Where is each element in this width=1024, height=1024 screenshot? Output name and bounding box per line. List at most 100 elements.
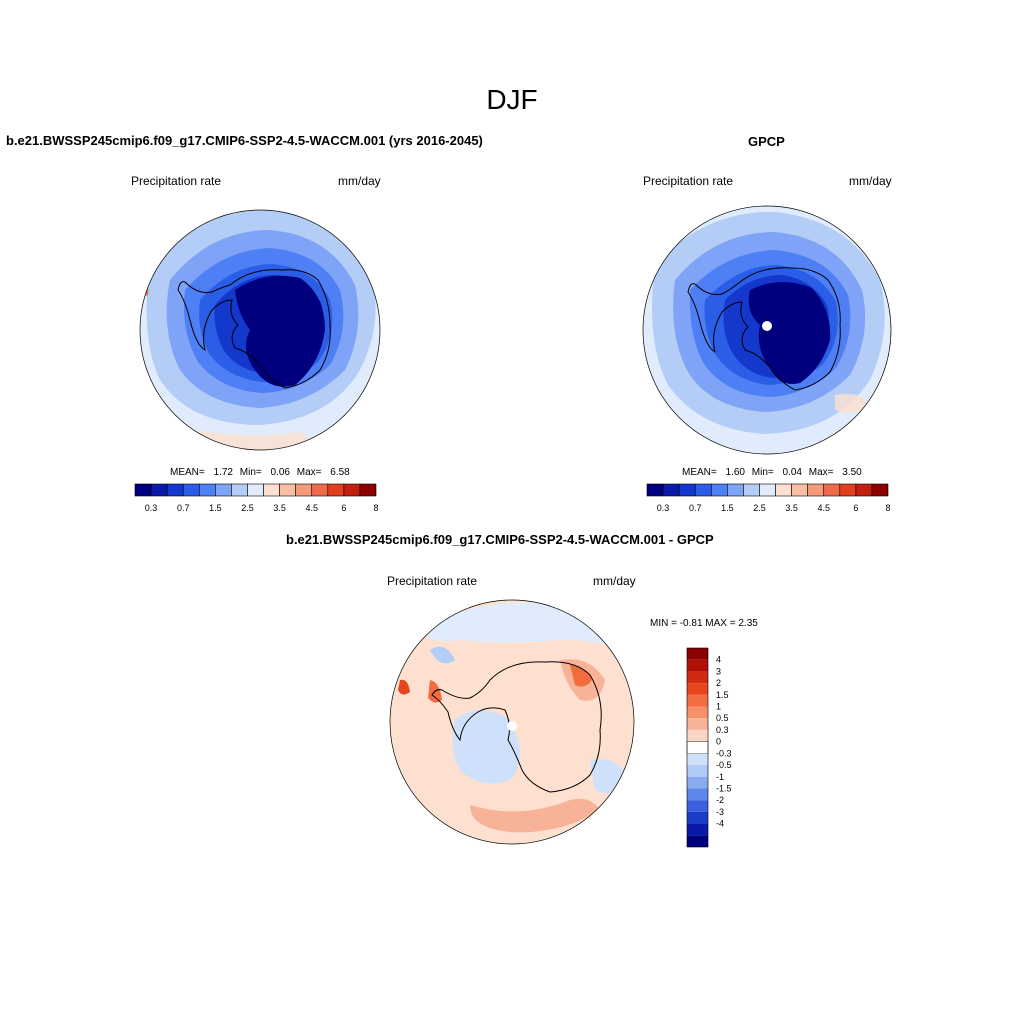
- colorbar-tick-label: -3: [716, 807, 724, 817]
- model-mean-value: 1.72: [213, 467, 233, 478]
- colorbar-box: [791, 483, 808, 497]
- colorbar-box: [687, 753, 708, 766]
- diff-colorbar: 43 2 1.5 10.5 0.3 0-0.3 -0.5 -1-1.5 -2 -3 -4: [686, 647, 732, 848]
- colorbar-box: [855, 483, 873, 497]
- colorbar-box: [710, 483, 728, 497]
- colorbar-tick-label: 0.7: [689, 503, 702, 513]
- diff-variable-label: Precipitation rate: [387, 574, 478, 588]
- colorbar-box: [263, 483, 280, 497]
- model-stats: MEAN= 1.72 Min= 0.06 Max= 6.58: [170, 467, 350, 478]
- colorbar-box: [182, 483, 200, 497]
- colorbar-tick-label: 4.5: [305, 503, 318, 513]
- colorbar-box: [247, 483, 264, 497]
- colorbar-box: [687, 683, 708, 695]
- colorbar-frame: [686, 647, 709, 848]
- obs-panel-title: GPCP: [748, 134, 785, 149]
- colorbar-box: [687, 671, 708, 684]
- model-map-boundary: [139, 209, 381, 451]
- colorbar-tick-label: 0: [716, 737, 721, 747]
- diff-units-label: mm/day: [593, 574, 636, 588]
- colorbar-box: [743, 483, 760, 497]
- colorbar-box: [646, 483, 664, 497]
- colorbar-box: [759, 483, 776, 497]
- colorbar-box: [687, 729, 708, 742]
- colorbar-box: [327, 483, 345, 497]
- colorbar-tick-label: 0.7: [177, 503, 190, 513]
- colorbar-tick-label: 3.5: [273, 503, 286, 513]
- obs-pole-hole: [762, 321, 772, 331]
- colorbar-box: [295, 483, 313, 497]
- colorbar-box: [687, 800, 708, 812]
- colorbar-tick-label: 4: [716, 655, 721, 665]
- colorbar-tick-label: 1.5: [721, 503, 734, 513]
- colorbar-box: [807, 483, 825, 497]
- colorbar-box: [871, 483, 889, 497]
- obs-variable-label: Precipitation rate: [643, 174, 734, 188]
- colorbar-tick-label: -2: [716, 795, 724, 805]
- colorbar-box: [727, 483, 744, 497]
- obs-mean-value: 1.60: [725, 467, 745, 478]
- colorbar-box: [686, 741, 709, 754]
- colorbar-tick-label: 3.5: [785, 503, 798, 513]
- model-max-label: Max=: [296, 467, 322, 478]
- obs-min-value: 0.04: [782, 467, 802, 478]
- colorbar-tick-label: 1.5: [716, 690, 729, 700]
- colorbar-tick-label: 8: [373, 503, 378, 513]
- model-map: [140, 210, 380, 450]
- obs-max-value: 3.50: [842, 467, 862, 478]
- colorbar-box: [687, 648, 708, 660]
- model-coastline: [177, 269, 331, 389]
- colorbar-box: [279, 483, 296, 497]
- colorbar-box: [694, 483, 712, 497]
- colorbar-box: [687, 765, 708, 777]
- obs-map-boundary: [642, 205, 892, 455]
- colorbar-tick-label: 6: [341, 503, 346, 513]
- colorbar-tick-label: 8: [885, 503, 890, 513]
- colorbar-tick-label: -0.3: [716, 748, 732, 758]
- colorbar-tick-label: 0.3: [657, 503, 670, 513]
- obs-mean-label: MEAN=: [682, 467, 717, 478]
- colorbar-box: [839, 483, 857, 497]
- model-mean-label: MEAN=: [170, 467, 205, 478]
- colorbar-tick-label: 0.5: [716, 713, 729, 723]
- colorbar-box: [687, 835, 708, 847]
- colorbar-box: [775, 483, 792, 497]
- colorbar-box: [687, 706, 708, 719]
- model-colorbar: 0.3 0.7 1.5 2.5 3.5 4.5 6 8: [134, 483, 379, 513]
- colorbar-box: [150, 483, 168, 497]
- colorbar-box: [687, 694, 708, 707]
- obs-coastline: [687, 267, 841, 391]
- obs-min-label: Min=: [751, 467, 774, 478]
- colorbar-tick-label: 3: [716, 666, 721, 676]
- colorbar-tick-label: 0.3: [716, 725, 729, 735]
- colorbar-box: [687, 776, 708, 789]
- colorbar-box: [166, 483, 184, 497]
- colorbar-tick-label: 2.5: [753, 503, 766, 513]
- colorbar-box: [687, 718, 708, 730]
- diff-panel-title: b.e21.BWSSP245cmip6.f09_g17.CMIP6-SSP2-4…: [286, 532, 714, 547]
- model-units-label: mm/day: [338, 174, 381, 188]
- colorbar-tick-label: 4.5: [817, 503, 830, 513]
- colorbar-box: [359, 483, 377, 497]
- model-max-value: 6.58: [330, 467, 350, 478]
- obs-stats: MEAN= 1.60 Min= 0.04 Max= 3.50: [682, 467, 862, 478]
- colorbar-box: [687, 788, 708, 801]
- diff-stats: MIN = -0.81 MAX = 2.35: [650, 618, 758, 629]
- colorbar-box: [215, 483, 232, 497]
- model-min-value: 0.06: [270, 467, 290, 478]
- colorbar-box: [687, 659, 708, 672]
- colorbar-tick-label: 6: [853, 503, 858, 513]
- colorbar-tick-label: -1.5: [716, 783, 732, 793]
- colorbar-tick-label: -1: [716, 772, 724, 782]
- figure-title: DJF: [486, 84, 538, 115]
- colorbar-box: [343, 483, 361, 497]
- colorbar-box: [678, 483, 696, 497]
- colorbar-box: [134, 483, 152, 497]
- colorbar-box: [198, 483, 216, 497]
- colorbar-box: [687, 823, 708, 836]
- obs-max-label: Max=: [808, 467, 834, 478]
- colorbar-box: [823, 483, 841, 497]
- model-variable-label: Precipitation rate: [131, 174, 222, 188]
- diff-pole-hole: [507, 721, 517, 731]
